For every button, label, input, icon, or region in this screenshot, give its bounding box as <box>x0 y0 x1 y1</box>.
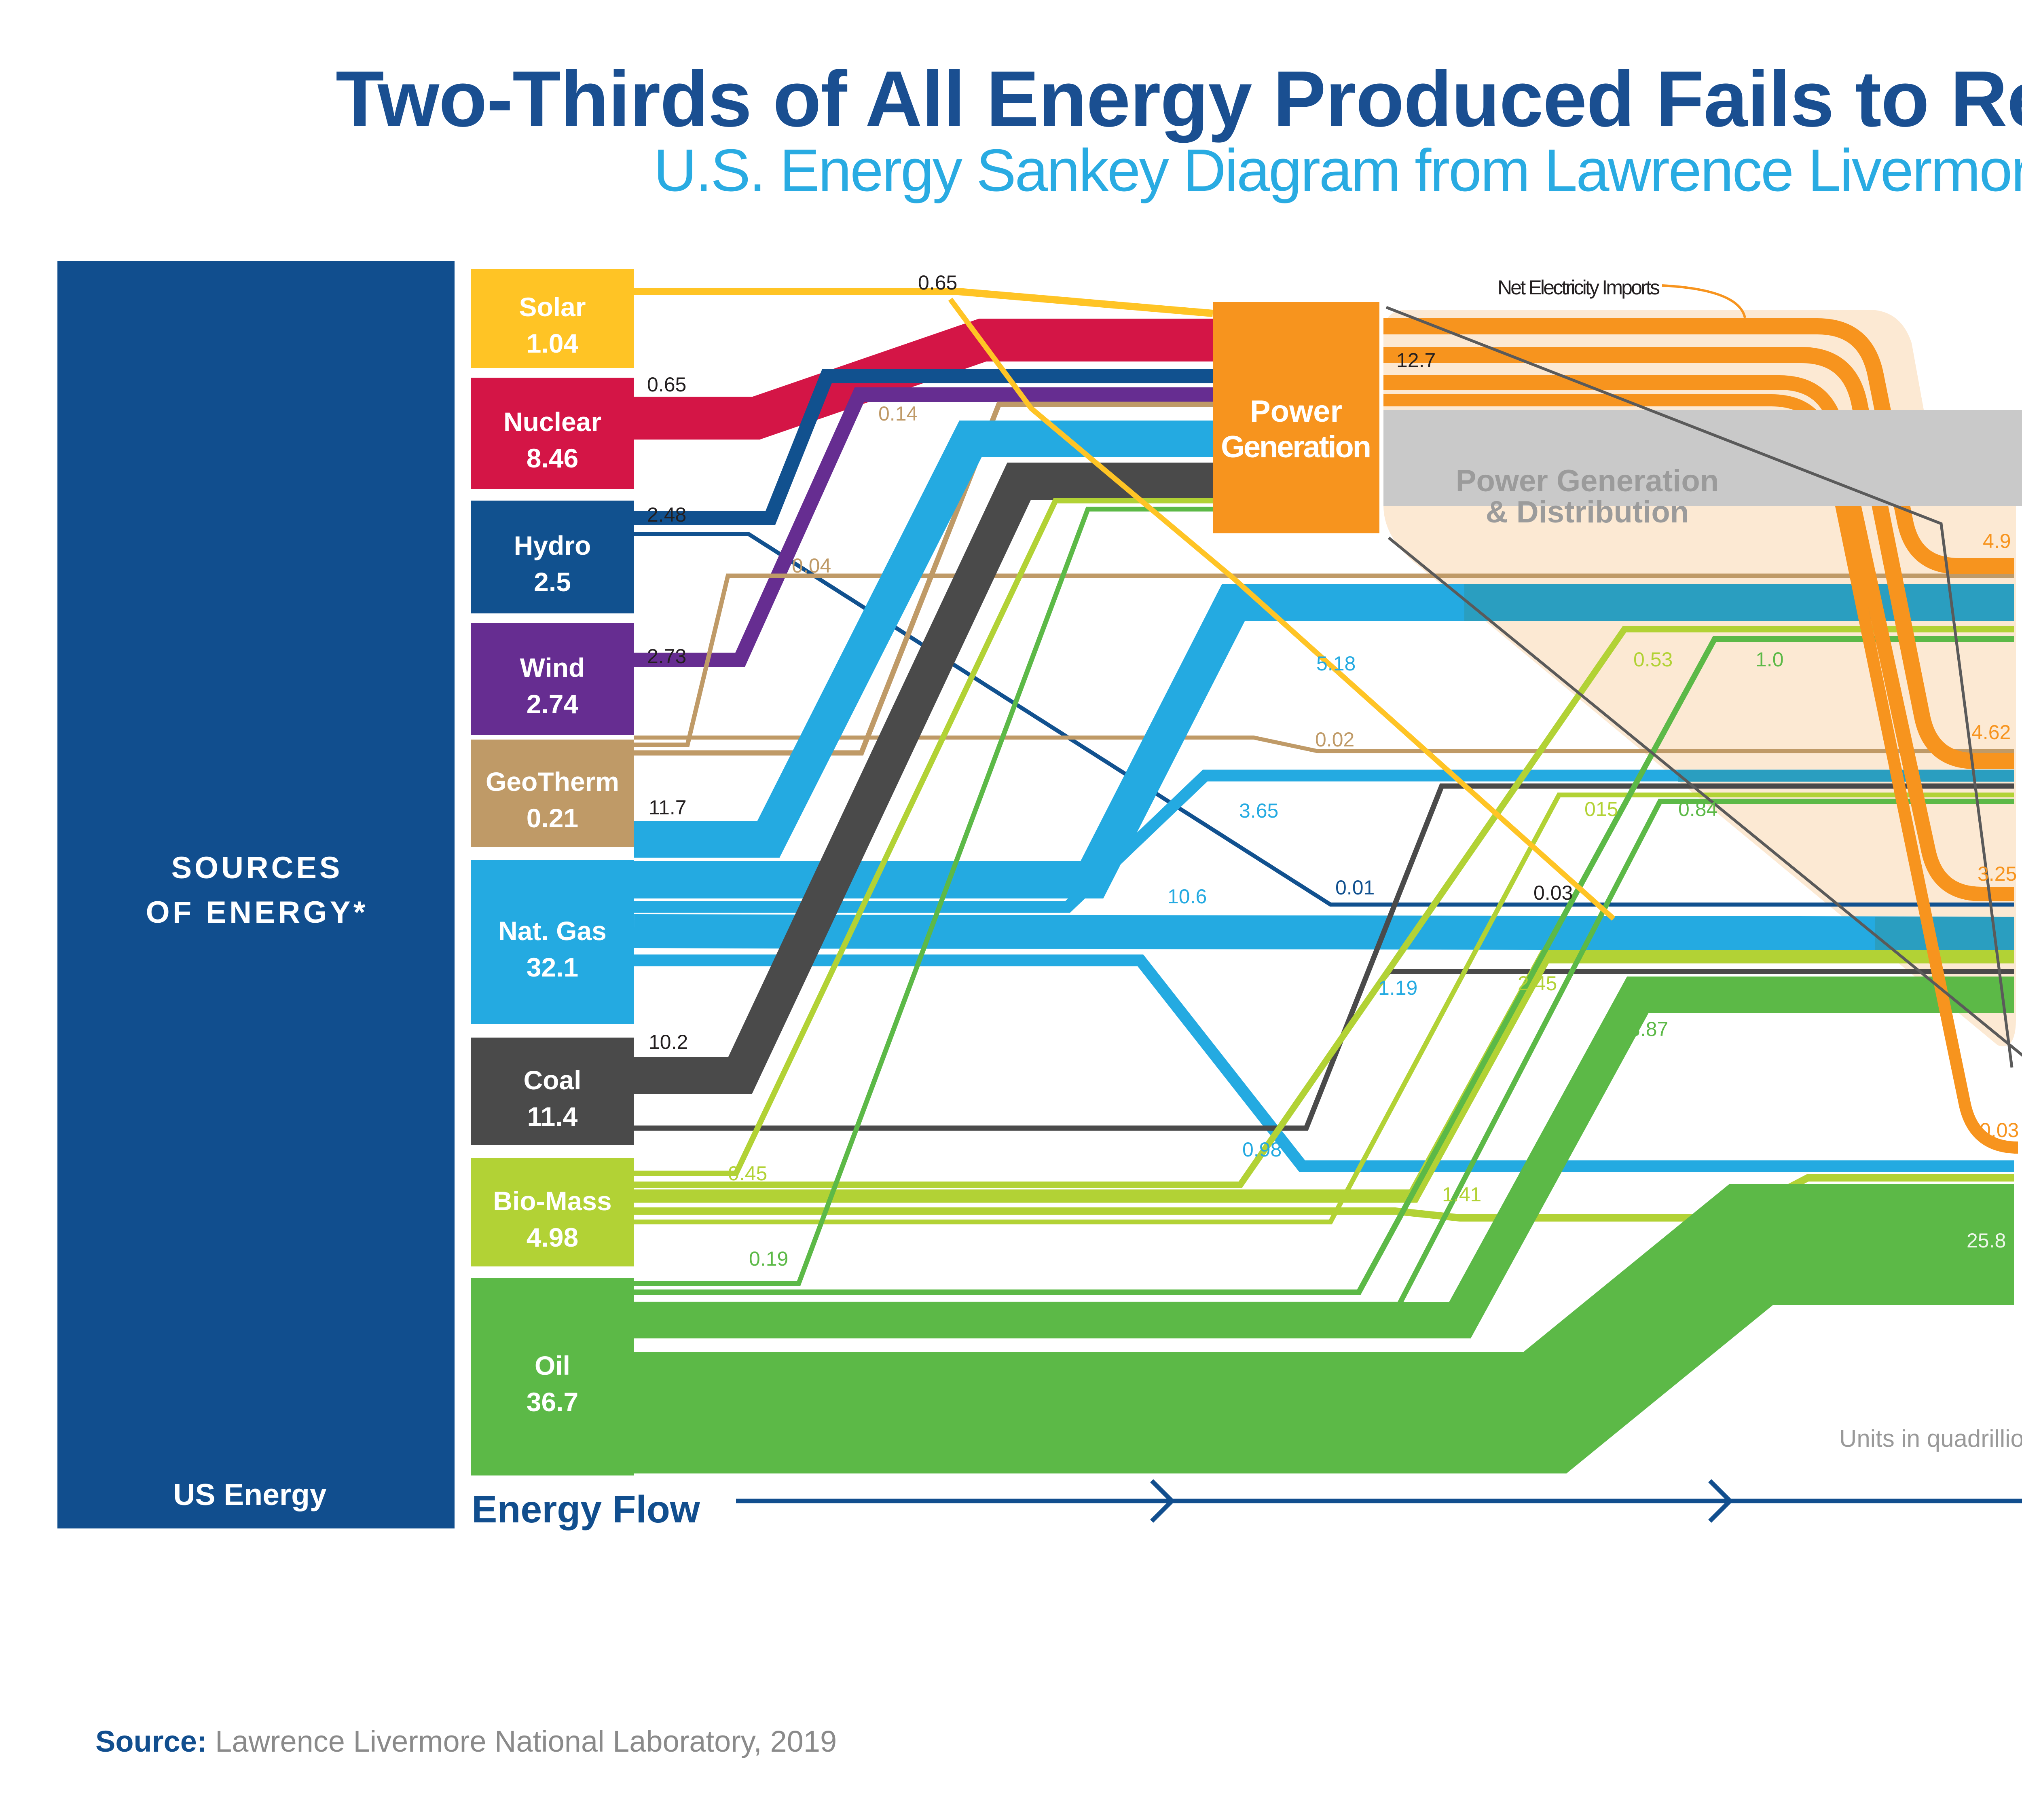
svg-text:Units in quadrillion BTUs cons: Units in quadrillion BTUs consumed annua… <box>1839 1425 2022 1452</box>
svg-text:Coal: Coal <box>523 1065 581 1095</box>
svg-text:Energy Flow: Energy Flow <box>472 1488 700 1531</box>
svg-text:0.19: 0.19 <box>749 1247 788 1270</box>
svg-text:0.04: 0.04 <box>792 554 831 577</box>
svg-text:25.8: 25.8 <box>1967 1229 2006 1252</box>
svg-text:4.9: 4.9 <box>1983 530 2011 552</box>
svg-text:Power: Power <box>1250 394 1342 429</box>
svg-text:0.65: 0.65 <box>918 271 957 294</box>
svg-text:0.98: 0.98 <box>1242 1138 1282 1161</box>
svg-text:1.19: 1.19 <box>1378 977 1417 999</box>
svg-text:SOURCES: SOURCES <box>171 851 340 885</box>
svg-text:3.25: 3.25 <box>1978 862 2017 885</box>
svg-text:0.01: 0.01 <box>1335 876 1375 899</box>
svg-text:2.48: 2.48 <box>647 503 686 526</box>
svg-text:12.7: 12.7 <box>1396 349 1436 372</box>
svg-text:4.98: 4.98 <box>527 1222 578 1252</box>
svg-text:4.62: 4.62 <box>1971 721 2011 744</box>
svg-text:Power Generation: Power Generation <box>1456 464 1719 498</box>
svg-text:5.18: 5.18 <box>1316 652 1356 675</box>
svg-text:1.41: 1.41 <box>1442 1183 1481 1206</box>
svg-text:OF ENERGY*: OF ENERGY* <box>146 895 366 930</box>
svg-text:0.03: 0.03 <box>1980 1119 2019 1141</box>
svg-text:11.7: 11.7 <box>649 796 687 819</box>
svg-text:GeoTherm: GeoTherm <box>486 767 619 797</box>
svg-text:Hydro: Hydro <box>514 531 591 560</box>
svg-text:015: 015 <box>1584 798 1618 820</box>
svg-text:3.65: 3.65 <box>1239 799 1278 822</box>
svg-text:0.65: 0.65 <box>647 373 686 396</box>
svg-text:0.53: 0.53 <box>1633 648 1673 671</box>
svg-text:8.46: 8.46 <box>527 443 578 473</box>
svg-text:US Energy: US Energy <box>173 1478 327 1511</box>
svg-text:Wind: Wind <box>520 653 585 683</box>
svg-text:32.1: 32.1 <box>527 952 578 982</box>
svg-text:1.04: 1.04 <box>527 328 579 358</box>
svg-text:0.14: 0.14 <box>878 402 918 425</box>
svg-text:1.0: 1.0 <box>1756 648 1784 671</box>
svg-text:2.74: 2.74 <box>527 689 579 719</box>
svg-text:Source: Lawrence Livermore Nat: Source: Lawrence Livermore National Labo… <box>95 1725 837 1758</box>
svg-text:U.S. Energy Sankey Diagram fro: U.S. Energy Sankey Diagram from Lawrence… <box>654 137 2022 204</box>
svg-text:& Distribution: & Distribution <box>1486 495 1689 529</box>
svg-text:8.87: 8.87 <box>1629 1018 1668 1040</box>
svg-text:2.73: 2.73 <box>647 645 686 668</box>
svg-text:Solar: Solar <box>519 292 586 322</box>
svg-text:36.7: 36.7 <box>527 1387 578 1417</box>
svg-text:10.2: 10.2 <box>649 1031 688 1053</box>
svg-text:Nat. Gas: Nat. Gas <box>498 916 607 946</box>
svg-text:Two-Thirds of All Energy Produ: Two-Thirds of All Energy Produced Fails … <box>336 55 2022 143</box>
svg-text:10.6: 10.6 <box>1168 885 1207 908</box>
svg-text:0.45: 0.45 <box>728 1162 767 1185</box>
svg-text:Net Electricity Imports: Net Electricity Imports <box>1497 276 1660 299</box>
svg-text:2.5: 2.5 <box>534 567 571 597</box>
svg-text:Oil: Oil <box>535 1351 570 1380</box>
svg-text:11.4: 11.4 <box>527 1101 578 1131</box>
svg-text:0.03: 0.03 <box>1533 881 1573 904</box>
svg-text:Bio-Mass: Bio-Mass <box>493 1186 611 1216</box>
svg-text:Generation: Generation <box>1221 430 1371 464</box>
svg-text:0.84: 0.84 <box>1678 798 1717 820</box>
svg-text:0.21: 0.21 <box>527 803 578 833</box>
svg-text:2.45: 2.45 <box>1518 972 1557 995</box>
svg-text:0.02: 0.02 <box>1315 728 1354 751</box>
svg-text:Nuclear: Nuclear <box>503 407 601 437</box>
